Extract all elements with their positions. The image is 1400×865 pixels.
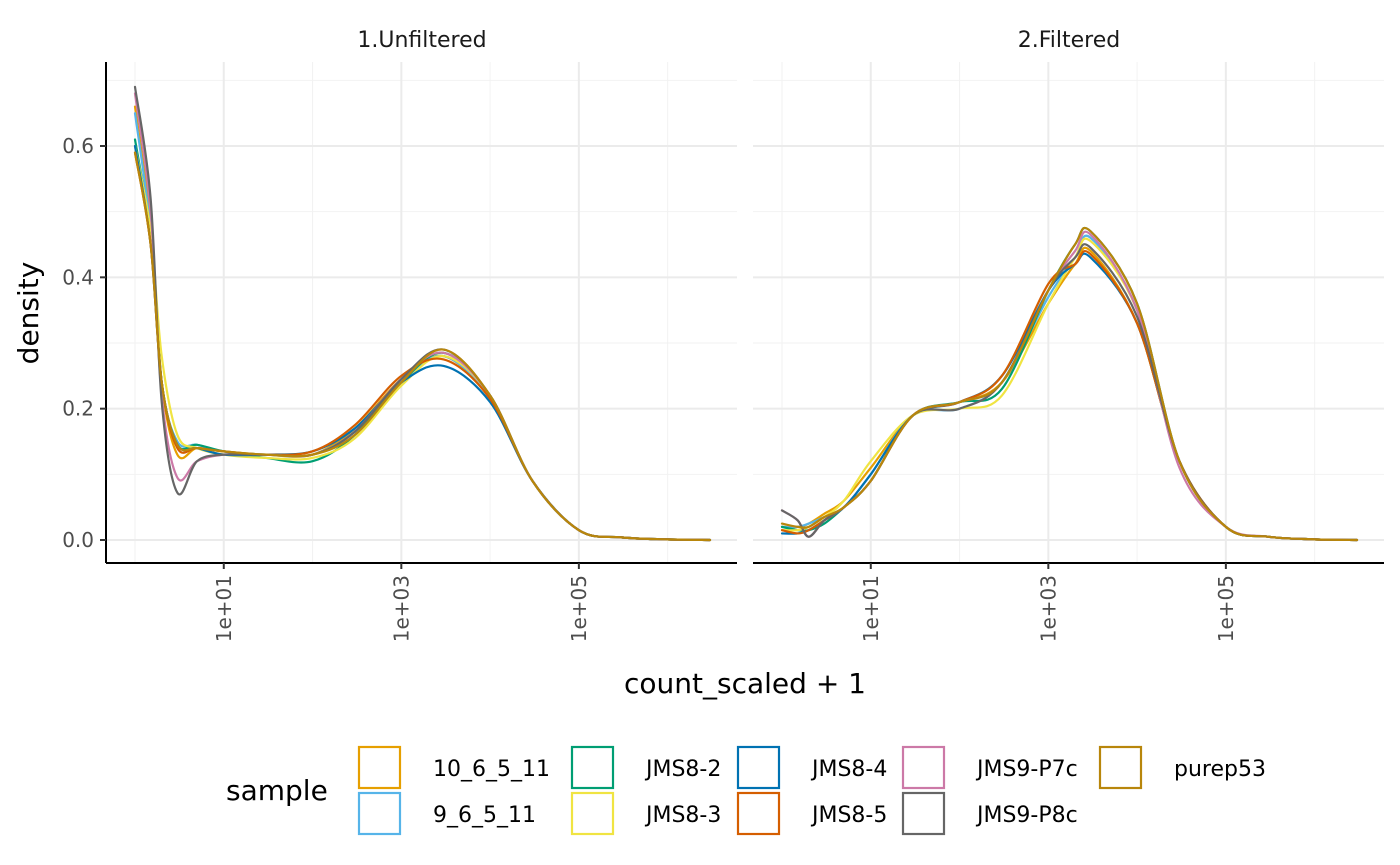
strip-title-filtered: 2.Filtered: [1018, 28, 1121, 53]
legend-label: JMS8-2: [644, 757, 721, 782]
density-line-JMS9-P7c: [133, 92, 712, 542]
legend-label: JMS9-P7c: [975, 757, 1078, 782]
legend-item-JMS8-5: JMS8-5: [736, 791, 887, 836]
legend-label: JMS8-3: [644, 803, 721, 828]
legend-key: [570, 745, 615, 790]
x-axis-title: count_scaled + 1: [624, 667, 866, 700]
density-line-JMS8-3: [780, 237, 1359, 542]
legend-item-JMS8-4: JMS8-4: [736, 745, 887, 790]
y-tick-label: 0.4: [62, 265, 94, 289]
axes-filtered: 1e+01 1e+03 1e+05: [753, 562, 1384, 642]
legend-label: JMS8-4: [810, 757, 887, 782]
grid-filtered: [753, 62, 1384, 563]
x-tick-label: 1e+03: [389, 575, 413, 642]
legend-item-JMS8-3: JMS8-3: [570, 791, 721, 836]
legend-item-9_6_5_11: 9_6_5_11: [357, 791, 536, 836]
density-line-JMS8-2: [133, 138, 712, 542]
legend-key: [357, 791, 402, 836]
legend-item-JMS8-2: JMS8-2: [570, 745, 721, 790]
x-tick-label: 1e+05: [1214, 575, 1238, 642]
y-tick-label: 0.2: [62, 397, 94, 421]
density-line-JMS8-5: [780, 249, 1359, 542]
legend-item-JMS9-P7c: JMS9-P7c: [901, 745, 1078, 790]
x-tick-label: 1e+03: [1036, 575, 1060, 642]
legend-key: [736, 791, 781, 836]
y-axis-title: density: [12, 262, 45, 365]
legend-item-JMS9-P8c: JMS9-P8c: [901, 791, 1078, 836]
density-line-JMS9-P8c: [133, 85, 712, 542]
panel-filtered: 2.Filtered 1e+01 1e+03 1e+05: [753, 28, 1384, 642]
legend-key: [736, 745, 781, 790]
legend-key: [570, 791, 615, 836]
density-line-JMS8-4: [780, 252, 1359, 542]
density-line-10_6_5_11: [133, 105, 712, 542]
legend-label: purep53: [1174, 757, 1266, 782]
legend-item-purep53: purep53: [1098, 745, 1266, 790]
x-tick-label: 1e+01: [212, 575, 236, 642]
density-lines-filtered: [780, 226, 1359, 542]
strip-title-unfiltered: 1.Unfiltered: [357, 28, 486, 53]
density-line-9_6_5_11: [780, 234, 1359, 542]
legend-label: JMS9-P8c: [975, 803, 1078, 828]
legend-label: 9_6_5_11: [433, 803, 536, 828]
grid-unfiltered: [106, 62, 737, 563]
density-line-10_6_5_11: [780, 246, 1359, 542]
axes-unfiltered: 0.0 0.2 0.4 0.6 1e+01 1e+03 1e+05: [62, 62, 737, 642]
legend-key: [1098, 745, 1143, 790]
y-tick-label: 0.0: [62, 528, 94, 552]
panel-unfiltered: 1.Unfiltered 0.0 0.2 0.4 0.6 1e+01 1e+03 1e+05: [62, 28, 737, 642]
legend: sample 10_6_5_11 9_6_5_11 JMS8-2 JMS8-3 JMS8…: [226, 745, 1266, 836]
legend-key: [901, 791, 946, 836]
legend-label: 10_6_5_11: [433, 757, 550, 782]
y-tick-label: 0.6: [62, 134, 94, 158]
density-line-JMS9-P8c: [780, 243, 1359, 542]
legend-title: sample: [226, 774, 328, 807]
density-line-purep53: [133, 151, 712, 542]
legend-item-10_6_5_11: 10_6_5_11: [357, 745, 550, 790]
density-line-purep53: [780, 226, 1359, 542]
density-line-JMS8-5: [133, 151, 712, 542]
legend-label: JMS8-5: [810, 803, 887, 828]
density-line-JMS8-2: [780, 226, 1359, 542]
legend-key: [357, 745, 402, 790]
legend-key: [901, 745, 946, 790]
density-line-9_6_5_11: [133, 112, 712, 542]
x-tick-label: 1e+05: [567, 575, 591, 642]
density-lines-unfiltered: [133, 85, 712, 542]
x-tick-label: 1e+01: [859, 575, 883, 642]
